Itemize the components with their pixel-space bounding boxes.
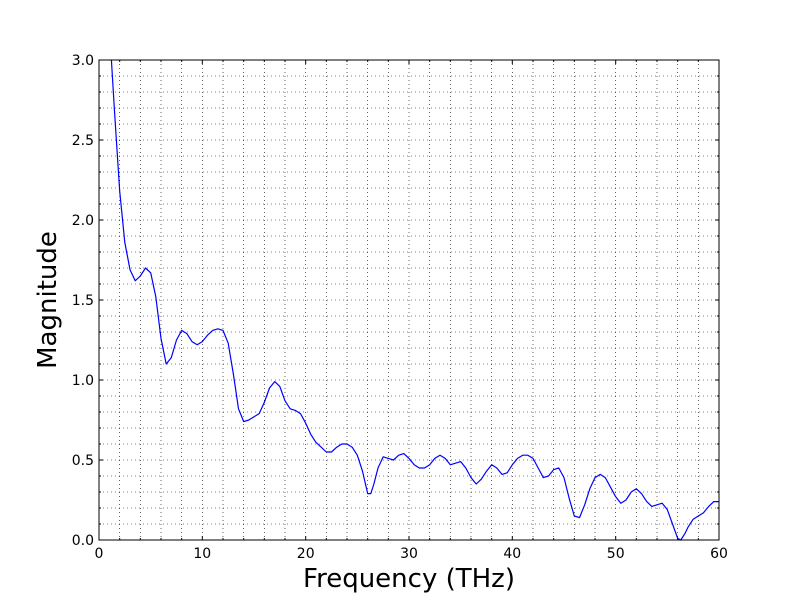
x-tick-label: 50 [607, 546, 625, 562]
y-tick-label: 1.5 [72, 293, 94, 309]
y-tick-label: 0.0 [72, 533, 94, 549]
y-tick-label: 2.0 [72, 213, 94, 229]
y-tick-label: 0.5 [72, 453, 94, 469]
x-tick-label: 60 [710, 546, 728, 562]
y-axis-label: Magnitude [33, 231, 63, 369]
axis-ticks [99, 60, 719, 540]
x-tick-label: 0 [95, 546, 104, 562]
grid-lines [99, 60, 719, 540]
x-tick-label: 30 [400, 546, 418, 562]
series-line [110, 59, 719, 541]
tick-labels: 0 10 20 30 40 50 60 0.0 0.5 1.0 1.5 2.0 2.5 3.0 [72, 53, 728, 562]
series-layer [110, 59, 719, 541]
y-tick-label: 3.0 [72, 53, 94, 69]
x-tick-label: 10 [193, 546, 211, 562]
y-tick-label: 2.5 [72, 133, 94, 149]
y-tick-label: 1.0 [72, 373, 94, 389]
x-tick-label: 20 [297, 546, 315, 562]
x-axis-label: Frequency (THz) [303, 564, 515, 594]
x-tick-label: 40 [503, 546, 521, 562]
